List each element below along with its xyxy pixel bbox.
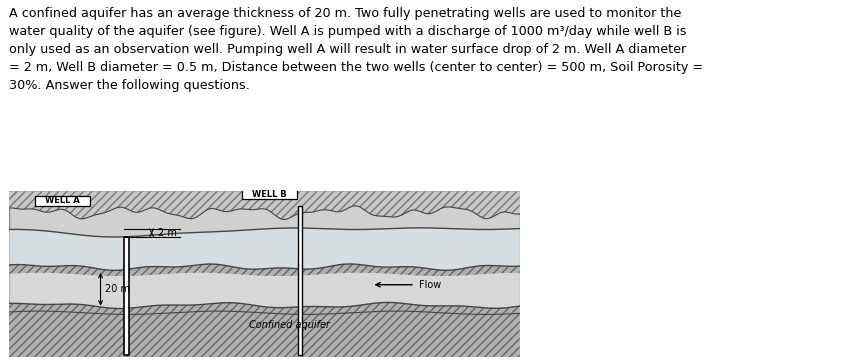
- Text: 20 m: 20 m: [105, 284, 130, 294]
- Text: A confined aquifer has an average thickness of 20 m. Two fully penetrating wells: A confined aquifer has an average thickn…: [9, 7, 703, 92]
- FancyBboxPatch shape: [35, 196, 89, 206]
- Text: WELL A: WELL A: [45, 196, 79, 205]
- Text: WELL B: WELL B: [252, 190, 286, 199]
- Text: 2 m: 2 m: [158, 228, 176, 238]
- FancyBboxPatch shape: [242, 190, 296, 199]
- Bar: [124, 237, 129, 355]
- Bar: [298, 206, 302, 355]
- Text: Flow: Flow: [419, 280, 441, 290]
- Text: Confined aquifer: Confined aquifer: [249, 320, 331, 330]
